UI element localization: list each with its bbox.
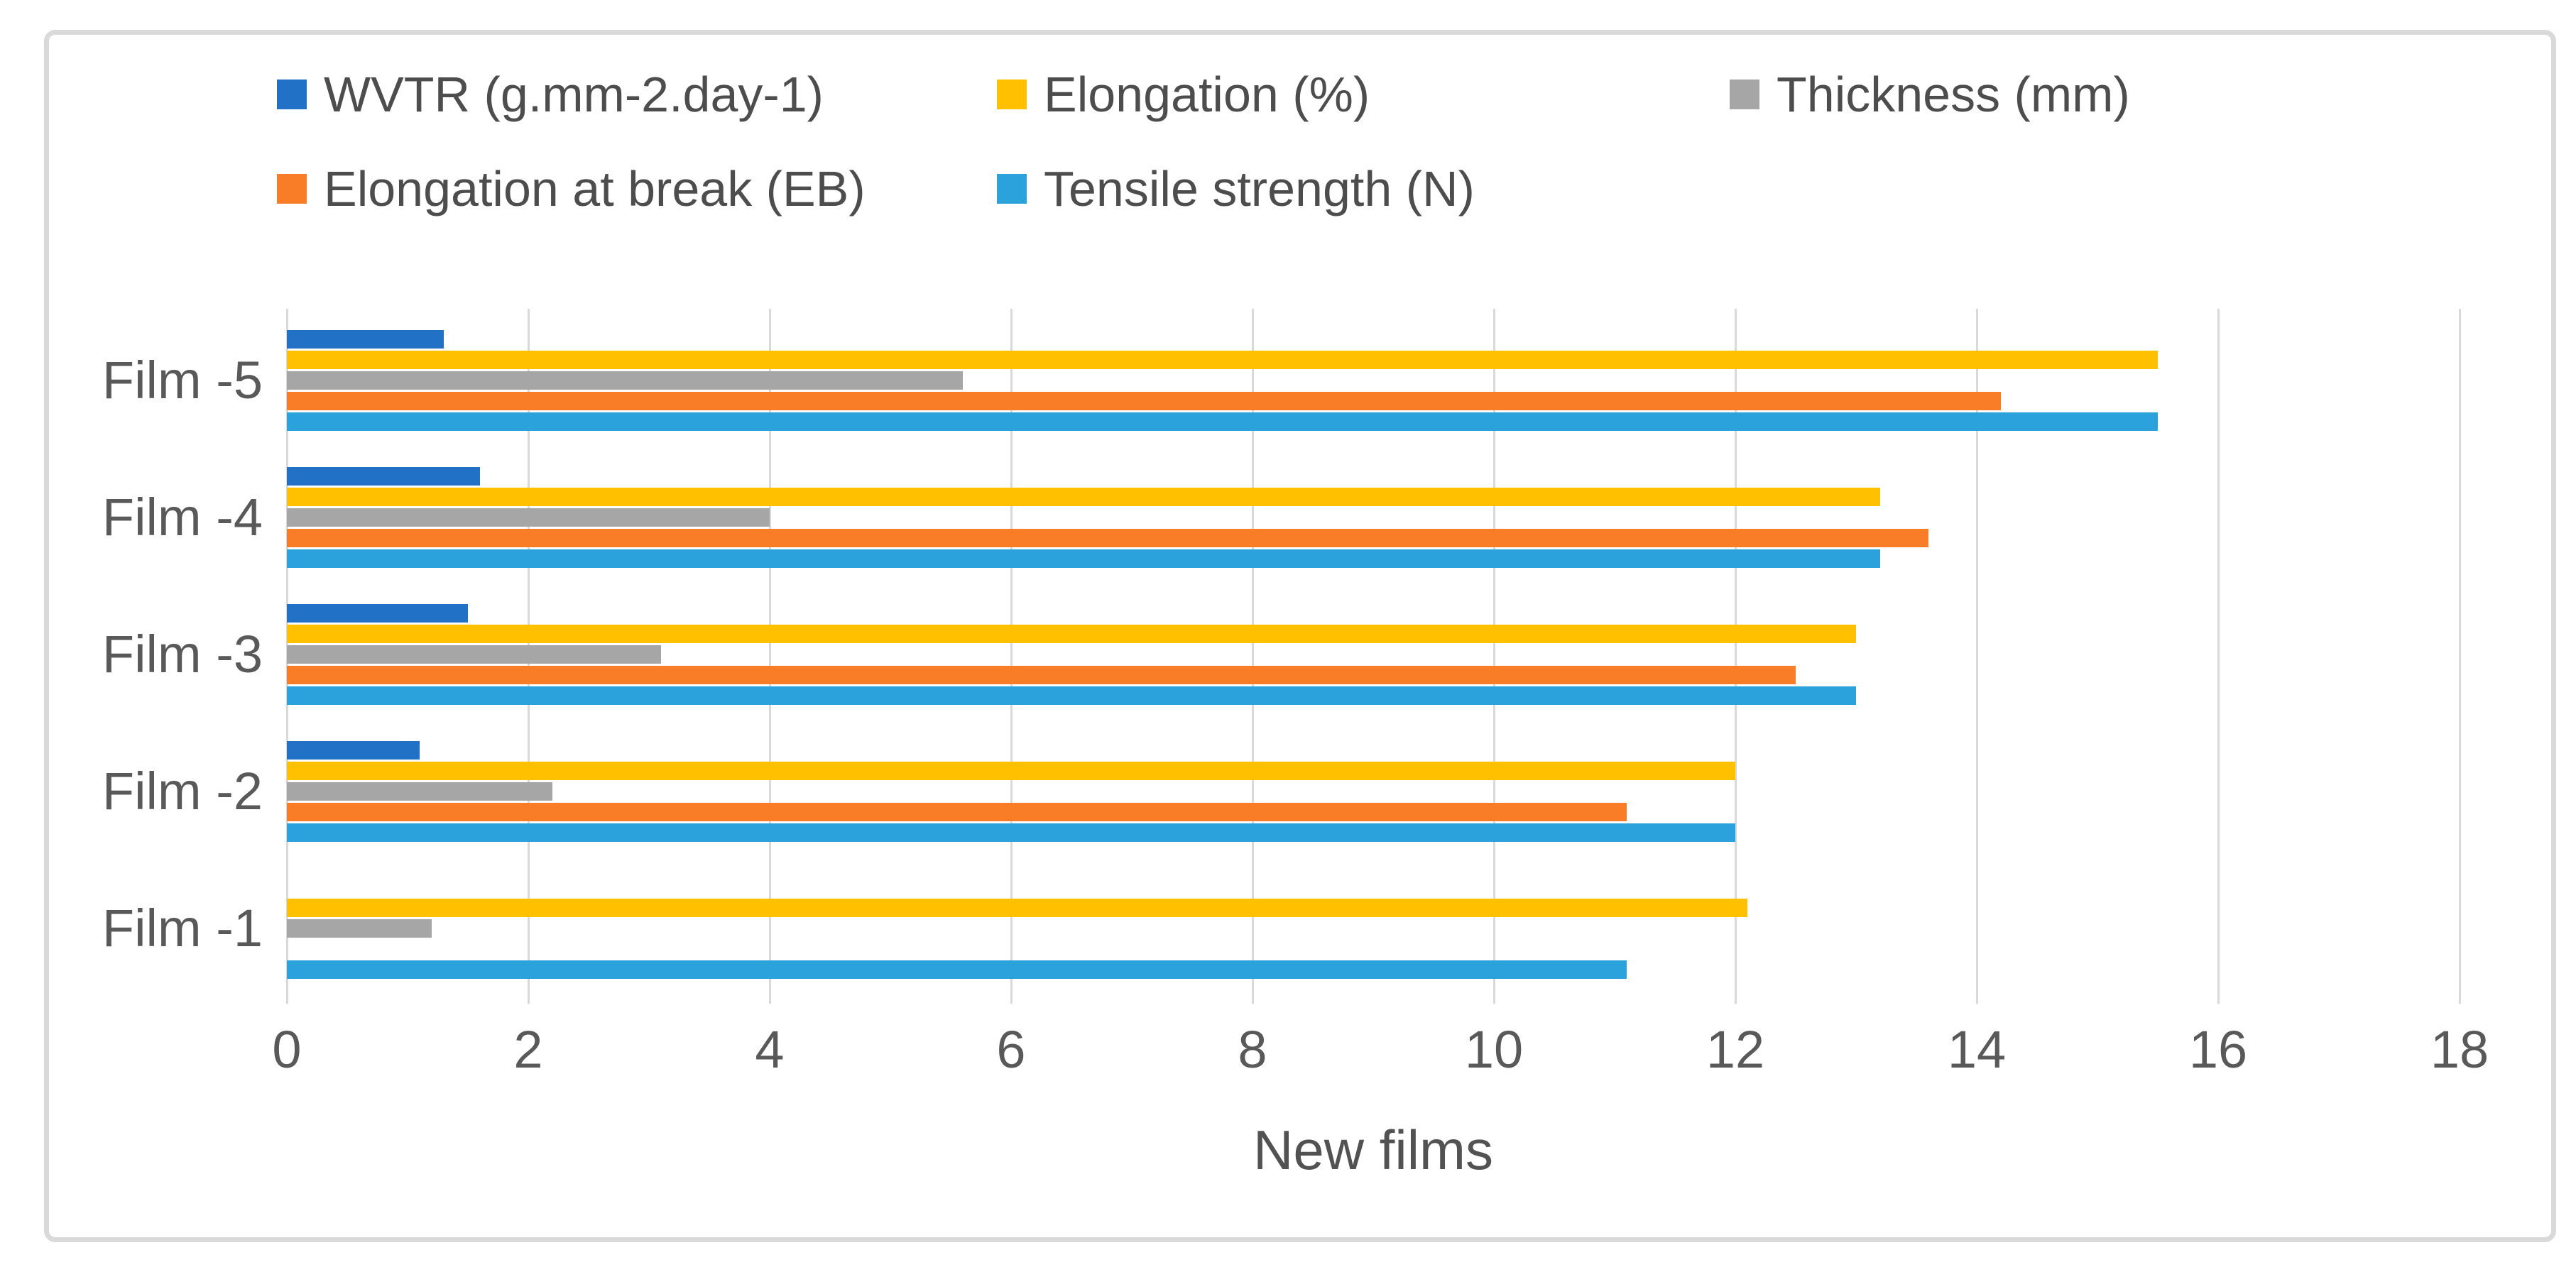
gridline-x-16 [2217,309,2220,1004]
gridline-x-8 [1251,309,1254,1004]
gridline-x-18 [2458,309,2461,1004]
bar-film-4-elongation [287,488,1880,506]
gridline-x-6 [1010,309,1013,1004]
bar-film-1-thickness-mm [287,919,432,938]
bar-film-5-thickness-mm [287,371,963,390]
bar-film-1-elongation [287,899,1747,917]
legend-item-tensile-strength-n: Tensile strength (N) [997,160,1475,217]
legend-item-elongation: Elongation (%) [997,66,1370,123]
category-label-film-4: Film -4 [102,488,263,547]
x-tick-label-10: 10 [1464,1020,1524,1079]
legend-item-thickness-mm: Thickness (mm) [1730,66,2130,123]
bar-film-5-elongation [287,351,2158,369]
bar-film-3-elongation [287,625,1856,643]
bar-film-5-tensile-strength-n [287,412,2158,431]
bar-film-3-wvtr-g-mm-2-day-1 [287,604,468,623]
bar-film-1-tensile-strength-n [287,960,1627,979]
legend-item-elongation-at-break-eb: Elongation at break (EB) [277,160,866,217]
legend-swatch-elongation [997,80,1027,109]
x-tick-label-18: 18 [2430,1020,2489,1079]
bar-film-2-wvtr-g-mm-2-day-1 [287,741,420,760]
x-tick-label-4: 4 [755,1020,785,1079]
legend-label-elongation: Elongation (%) [1044,67,1370,122]
gridline-x-12 [1734,309,1737,1004]
legend-label-elongation-at-break-eb: Elongation at break (EB) [324,161,866,216]
bar-film-4-wvtr-g-mm-2-day-1 [287,467,480,486]
legend-swatch-thickness-mm [1730,80,1759,109]
bar-film-2-tensile-strength-n [287,823,1735,842]
x-tick-label-12: 12 [1705,1020,1765,1079]
legend-label-wvtr-g-mm-2-day-1: WVTR (g.mm-2.day-1) [324,67,824,122]
gridline-x-4 [768,309,771,1004]
gridline-x-10 [1492,309,1495,1004]
category-label-film-3: Film -3 [102,625,263,684]
bar-film-3-elongation-at-break-eb [287,666,1796,684]
x-tick-label-2: 2 [513,1020,543,1079]
legend-swatch-elongation-at-break-eb [277,174,307,204]
gridline-x-14 [1975,309,1978,1004]
category-label-film-2: Film -2 [102,762,263,821]
legend-swatch-tensile-strength-n [997,174,1027,204]
x-tick-label-8: 8 [1238,1020,1267,1079]
x-tick-label-0: 0 [272,1020,302,1079]
legend-label-tensile-strength-n: Tensile strength (N) [1044,161,1475,216]
bar-film-3-thickness-mm [287,645,661,664]
bar-film-4-tensile-strength-n [287,549,1880,568]
x-tick-label-14: 14 [1947,1020,2007,1079]
bar-film-4-elongation-at-break-eb [287,529,1928,547]
bar-film-3-tensile-strength-n [287,686,1856,705]
bar-film-2-thickness-mm [287,782,552,801]
bar-film-2-elongation-at-break-eb [287,803,1627,821]
legend-label-thickness-mm: Thickness (mm) [1777,67,2130,122]
bar-film-5-wvtr-g-mm-2-day-1 [287,330,444,349]
legend-item-wvtr-g-mm-2-day-1: WVTR (g.mm-2.day-1) [277,66,824,123]
category-label-film-5: Film -5 [102,351,263,410]
category-label-film-1: Film -1 [102,899,263,958]
bar-film-2-elongation [287,762,1735,780]
legend-swatch-wvtr-g-mm-2-day-1 [277,80,307,109]
x-tick-label-16: 16 [2188,1020,2248,1079]
bar-film-4-thickness-mm [287,508,770,527]
x-axis-title: New films [1252,1119,1494,1181]
bar-film-5-elongation-at-break-eb [287,392,2001,410]
x-tick-label-6: 6 [996,1020,1026,1079]
